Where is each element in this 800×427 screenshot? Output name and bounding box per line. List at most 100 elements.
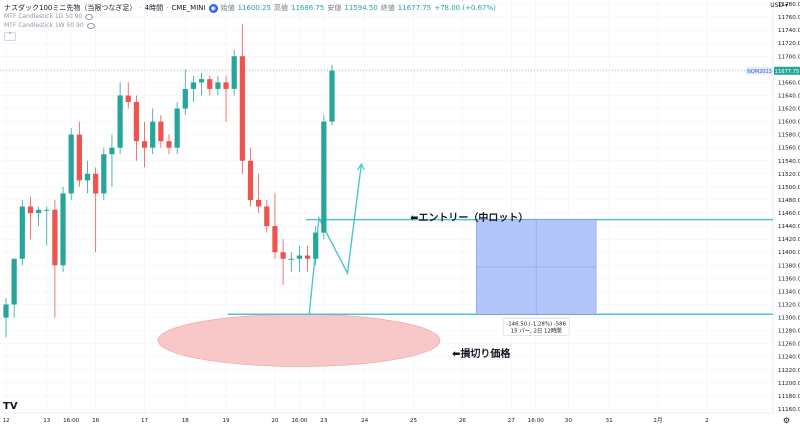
measure-label-line1: -146.50 (-1.28%) -586 (506, 321, 566, 327)
price-tick-label: 11720.00 (778, 41, 800, 47)
time-tick-label: 26 (459, 418, 467, 424)
collapse-indicators-button[interactable]: ⌃ (4, 32, 16, 41)
price-tick-label: 11440.00 (778, 224, 800, 230)
stop-zone-ellipse[interactable] (157, 314, 441, 367)
candle-body (158, 121, 164, 142)
measure-label-line2: 15 バー, 2日 12時間 (511, 327, 562, 334)
candles-layer (3, 23, 335, 338)
candle-body (109, 147, 115, 155)
price-tick-label: 11340.00 (778, 289, 800, 295)
price-tick-label: 11460.00 (778, 211, 800, 217)
price-tick-label: 11220.00 (778, 368, 800, 374)
symbol-name[interactable]: ナスダック100ミニ先物（当限つなぎ足） (4, 4, 137, 12)
indicator-label: MTF Candlestick 1D 50 90 (4, 13, 83, 20)
time-tick-label: 23 (320, 418, 328, 424)
tradingview-logo[interactable]: 𝗧𝗩 (3, 401, 18, 412)
candle-body (60, 193, 66, 266)
candle-body (125, 95, 131, 102)
time-tick-label: 16:00 (63, 418, 80, 424)
indicator-label: MTF Candlestick 1W 50 90 (4, 22, 84, 29)
close-label: 終値 (380, 4, 395, 12)
market-status-icon[interactable]: ◉ (208, 3, 218, 13)
candle-body (133, 101, 139, 142)
candle-body (288, 258, 294, 260)
arrow-head (356, 162, 365, 171)
candle-body (190, 82, 197, 89)
time-tick-label: 31 (606, 418, 614, 424)
time-tick-label: 2月 (653, 417, 662, 424)
change-value: +78.00 (+0.67%) (434, 4, 496, 12)
candle-body (117, 95, 123, 148)
symbol-tag-label: NQM2023 (747, 69, 772, 75)
price-tick-label: 11600.00 (778, 120, 800, 126)
last-price-tag (774, 66, 800, 75)
candle-body (304, 255, 311, 259)
candle-body (68, 134, 74, 194)
gear-icon[interactable]: ⚙ (782, 416, 790, 425)
price-path-arrow[interactable] (308, 163, 363, 315)
interval-label[interactable]: 4時間 (144, 4, 164, 12)
price-tick-label: 11200.00 (778, 381, 800, 387)
candle-body (280, 252, 286, 259)
time-axis[interactable]: 12 13 16:00 16 17 18 19 20 16:00 23 24 25 26 27 16:00 3… (2, 417, 708, 424)
candle-body (199, 79, 205, 83)
indicator-row[interactable]: MTF Candlestick 1D 50 90 (4, 13, 94, 20)
price-tick-label: 11400.00 (778, 250, 800, 256)
time-tick-label: 20 (271, 418, 279, 424)
candle-body (231, 56, 237, 89)
entry-annotation[interactable]: ⬅エントリー（中ロット） (410, 213, 529, 224)
drawings-layer[interactable] (157, 162, 773, 367)
low-value: 11594.50 (344, 4, 378, 12)
chart-grid (0, 3, 773, 410)
candle-body (223, 82, 229, 89)
close-value: 11677.75 (397, 4, 432, 12)
price-axis[interactable]: 11780.00 11760.00 11740.00 11720.00 11700.00… (778, 2, 800, 413)
price-tick-label: 11780.00 (778, 2, 800, 8)
price-tick-label: 11760.00 (778, 15, 800, 21)
price-tick-label: 11580.00 (778, 133, 800, 139)
time-tick-label: 19 (222, 418, 230, 424)
symbol-header[interactable]: ナスダック100ミニ先物（当限つなぎ足） · 4時間 · CME_MINI ◉ … (4, 3, 496, 13)
candle-body (329, 70, 335, 122)
candle-body (52, 209, 58, 266)
indicator-row[interactable]: MTF Candlestick 1W 50 90 (4, 22, 95, 29)
price-tick-label: 11300.00 (778, 316, 800, 322)
candle-body (247, 160, 254, 200)
candle-body (84, 173, 91, 181)
candle-body (272, 226, 278, 253)
measure-label-box (502, 318, 570, 336)
time-tick-label: 17 (141, 418, 149, 424)
stop-annotation[interactable]: ⬅損切り価格 (452, 349, 511, 360)
price-tick-label: 11320.00 (778, 302, 800, 308)
price-tick-label: 11420.00 (778, 237, 800, 243)
time-tick-label: 24 (361, 418, 369, 424)
candle-body (296, 255, 302, 259)
high-label: 高値 (273, 4, 288, 12)
price-tick-label: 11500.00 (778, 185, 800, 191)
candle-body (36, 209, 42, 214)
time-tick-label: 2 (705, 418, 709, 424)
price-tick-label: 11380.00 (778, 263, 800, 269)
high-value: 11686.75 (290, 4, 325, 12)
candle-body (101, 154, 107, 194)
time-tick-label: 12 (2, 418, 9, 424)
candle-body (264, 206, 270, 227)
candle-body (19, 206, 25, 259)
price-tick-label: 11480.00 (778, 198, 800, 204)
currency-selector[interactable]: USD ▾ (770, 2, 788, 9)
eye-icon[interactable] (86, 22, 95, 29)
candle-body (93, 173, 99, 194)
price-tick-label: 11660.00 (778, 80, 800, 86)
open-label: 始値 (220, 4, 235, 12)
time-tick-label: 16:00 (528, 418, 545, 424)
price-tick-label: 11180.00 (778, 394, 800, 400)
time-tick-label: 25 (410, 418, 418, 424)
price-tick-label: 11700.00 (778, 54, 800, 60)
candle-body (207, 79, 213, 89)
price-tick-label: 11360.00 (778, 276, 800, 282)
price-tick-label: 11160.00 (778, 407, 800, 413)
exchange-label: CME_MINI (171, 4, 206, 12)
price-tick-label: 11540.00 (778, 159, 800, 165)
eye-icon[interactable] (85, 13, 94, 20)
